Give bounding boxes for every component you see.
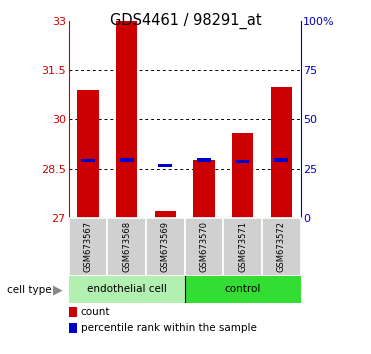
Bar bbox=[223, 218, 262, 276]
Text: GSM673572: GSM673572 bbox=[277, 221, 286, 273]
Text: GSM673569: GSM673569 bbox=[161, 221, 170, 273]
Text: cell type: cell type bbox=[7, 285, 52, 295]
Bar bbox=[232, 133, 253, 218]
Bar bbox=[158, 164, 172, 167]
Text: percentile rank within the sample: percentile rank within the sample bbox=[81, 323, 256, 333]
Bar bbox=[193, 160, 214, 218]
Bar bbox=[146, 218, 185, 276]
Bar bbox=[120, 159, 134, 162]
Bar bbox=[69, 218, 107, 276]
Text: GDS4461 / 98291_at: GDS4461 / 98291_at bbox=[110, 12, 261, 29]
Text: GSM673571: GSM673571 bbox=[238, 221, 247, 273]
Text: GSM673570: GSM673570 bbox=[199, 221, 209, 273]
Bar bbox=[185, 276, 301, 303]
Bar bbox=[155, 211, 176, 218]
Bar bbox=[69, 276, 185, 303]
Text: GSM673567: GSM673567 bbox=[83, 221, 92, 273]
Bar bbox=[270, 87, 292, 218]
Bar bbox=[197, 159, 211, 162]
Bar bbox=[77, 90, 99, 218]
Bar bbox=[107, 218, 146, 276]
Bar bbox=[236, 160, 249, 163]
Bar bbox=[81, 159, 95, 162]
Text: ▶: ▶ bbox=[53, 283, 62, 296]
Text: GSM673568: GSM673568 bbox=[122, 221, 131, 273]
Text: count: count bbox=[81, 307, 110, 317]
Bar bbox=[185, 218, 223, 276]
Bar bbox=[116, 21, 137, 218]
Text: control: control bbox=[224, 284, 261, 295]
Bar bbox=[262, 218, 301, 276]
Bar bbox=[274, 159, 288, 162]
Text: endothelial cell: endothelial cell bbox=[87, 284, 167, 295]
